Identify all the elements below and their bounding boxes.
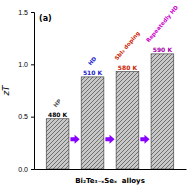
tick: 0.0: [18, 166, 34, 173]
axis-line: [31, 13, 35, 170]
annotation: 480 K: [48, 111, 68, 118]
title: (a): [39, 14, 52, 23]
x-axis-title: Bi₂Te₃₋ₓSeₓ alloys: [75, 177, 145, 185]
tick-mark: [31, 169, 34, 170]
tick: 1.0: [18, 61, 34, 68]
arrow: [140, 135, 149, 144]
plot: 0.0 0.5 1.0 1.5 (a) 480 K 510 K 580 K 590 K HP HD S…: [18, 4, 186, 173]
y-axis-title: zT: [1, 84, 11, 97]
x-axis: [35, 169, 187, 170]
annotation: 590 K: [153, 46, 173, 53]
bar: [151, 54, 174, 169]
tick-label: 1.5: [18, 9, 28, 16]
arrow: [105, 135, 114, 144]
annotation: 510 K: [83, 69, 103, 76]
tick-label: 0.5: [18, 113, 28, 120]
annotation: 580 K: [118, 64, 138, 71]
annotation: SbI₃ doping: [113, 30, 141, 62]
tick-mark: [31, 12, 34, 13]
bar: [116, 72, 139, 169]
arrows: [70, 135, 149, 144]
annotation: HD: [87, 55, 98, 66]
chart: 0.0 0.5 1.0 1.5 (a) 480 K 510 K 580 K 590 K HP HD S…: [0, 0, 194, 189]
bars: [46, 54, 174, 169]
annotation: Repeatedly HD: [145, 4, 180, 44]
annotations: 480 K 510 K 580 K 590 K HP HD SbI₃ dopingRepea…: [48, 4, 180, 118]
arrow: [70, 135, 79, 144]
bar: [81, 77, 104, 169]
axis-line: [35, 169, 187, 170]
tick-label: 0.0: [18, 166, 28, 173]
bar: [46, 119, 69, 169]
tick-mark: [31, 64, 34, 65]
tick: 1.5: [18, 9, 34, 16]
tick: 0.5: [18, 113, 34, 120]
tick-mark: [31, 117, 34, 118]
y-axis: 0.0 0.5 1.0 1.5: [18, 9, 34, 173]
tick-label: 1.0: [18, 61, 28, 68]
annotation: HP: [52, 98, 62, 108]
